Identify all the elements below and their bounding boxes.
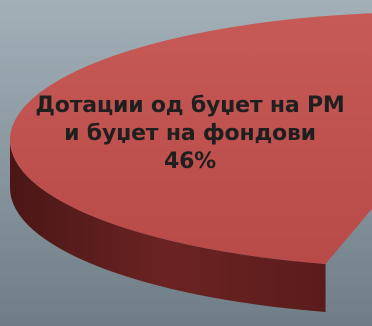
pie-slice-side	[10, 140, 326, 312]
pie-slice-dotacii	[10, 13, 372, 264]
slice-value-label: 46%	[163, 149, 217, 174]
slice-label-line-2: и буџет на фондови	[64, 121, 316, 146]
slice-label-line-1: Дотации од буџет на РМ	[35, 93, 345, 118]
slice-label: Дотации од буџет на РМ и буџет на фондов…	[20, 92, 360, 176]
